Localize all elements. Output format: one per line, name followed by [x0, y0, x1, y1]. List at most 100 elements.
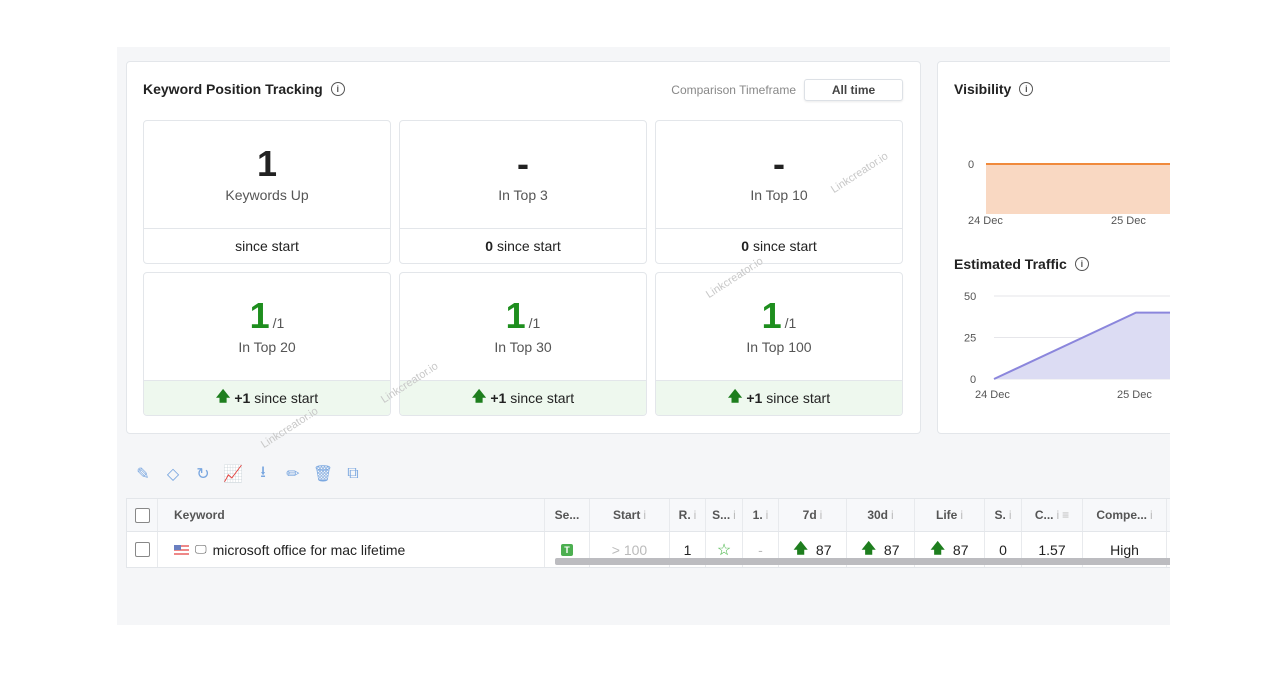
- one-day-cell: -: [743, 532, 779, 567]
- select-all-checkbox[interactable]: [134, 507, 150, 523]
- column-header[interactable]: R. i: [670, 499, 706, 531]
- keywords-table: Keyword Se... Start i R. i S... i 1. i 7d i 30d i Life…: [126, 498, 1170, 568]
- column-header-label: 30d: [867, 508, 888, 522]
- info-icon[interactable]: i: [1008, 508, 1012, 522]
- column-header[interactable]: Start i: [590, 499, 670, 531]
- stat-label: Keywords Up: [225, 187, 309, 203]
- pencil-icon[interactable]: ✏: [286, 466, 300, 483]
- stat-total: /1: [528, 315, 541, 331]
- x-tick-label: 25 Dec: [1111, 215, 1146, 227]
- column-header[interactable]: Keyword: [158, 499, 545, 531]
- stat-value: 1/1: [400, 295, 646, 337]
- keyword-toolbar: ✎ ◇ ↻ 📈 ⭳ ✏ 🗑 ⧉: [134, 463, 362, 484]
- keyword-text[interactable]: microsoft office for mac lifetime: [212, 541, 406, 558]
- stat-value: -: [400, 143, 646, 185]
- column-header[interactable]: 1. i: [743, 499, 779, 531]
- start-cell-value: > 100: [611, 541, 648, 558]
- rank-cell-value: 1: [683, 541, 692, 558]
- search-engine-badge: T: [561, 543, 573, 556]
- column-header[interactable]: S. i: [985, 499, 1022, 531]
- kpt-title-wrap: Keyword Position Tracking i: [143, 81, 345, 97]
- stat-change: 0: [741, 238, 749, 254]
- stat-footer-text: since start: [766, 390, 831, 406]
- traffic-title: Estimated Traffic: [954, 256, 1067, 272]
- column-header-label: Start: [612, 508, 641, 522]
- copy-icon[interactable]: ⧉: [347, 465, 359, 482]
- trash-icon[interactable]: 🗑: [312, 466, 334, 483]
- s-cell-value: 0: [999, 541, 1007, 558]
- table-row[interactable]: 🖵 microsoft office for mac lifetime T > 100…: [127, 532, 1170, 567]
- column-header[interactable]: Life i: [915, 499, 985, 531]
- y-tick-label: 0: [970, 374, 976, 386]
- info-icon[interactable]: i: [891, 508, 894, 522]
- stat-total: /1: [784, 315, 797, 331]
- stat-value: 1/1: [656, 295, 902, 337]
- info-icon[interactable]: i: [1056, 508, 1060, 522]
- charts-svg: 0 24 Dec 25 Dec 50 25 0 24 Dec 25 Dec: [964, 159, 1170, 401]
- stat-box: 1 Keywords Up since start: [143, 120, 391, 264]
- star-cell[interactable]: ☆: [706, 532, 743, 567]
- column-header-label: 7d: [802, 508, 817, 522]
- edit-icon[interactable]: ✎: [136, 466, 150, 483]
- info-icon[interactable]: i: [765, 508, 769, 522]
- x-tick-label: 25 Dec: [1117, 389, 1152, 401]
- info-icon[interactable]: i: [819, 508, 823, 522]
- column-header[interactable]: Se...: [545, 499, 590, 531]
- column-header[interactable]: C... i ≡: [1022, 499, 1083, 531]
- 30d-cell-value: 87: [883, 541, 900, 558]
- kpt-title: Keyword Position Tracking: [143, 81, 323, 97]
- info-icon[interactable]: i: [330, 82, 345, 96]
- sort-icon[interactable]: ≡: [1062, 508, 1070, 522]
- competition-cell-value: High: [1110, 541, 1139, 558]
- stat-number: -: [517, 143, 529, 184]
- stat-value: -: [656, 143, 902, 185]
- y-tick-label: 0: [968, 159, 974, 171]
- stat-number: 1: [761, 295, 782, 336]
- info-icon[interactable]: i: [1074, 257, 1089, 271]
- column-header[interactable]: Compe... i: [1083, 499, 1167, 531]
- download-icon[interactable]: ⭳: [260, 463, 266, 481]
- info-icon[interactable]: i: [1019, 82, 1034, 96]
- one-day-cell-value: -: [758, 541, 763, 558]
- chart-icon[interactable]: 📈: [223, 466, 243, 483]
- row-checkbox[interactable]: [134, 542, 150, 557]
- info-icon[interactable]: i: [643, 508, 646, 522]
- arrow-up-icon: 🡅: [215, 388, 231, 404]
- us-flag-icon: [174, 544, 189, 555]
- arrow-up-icon: 🡅: [793, 539, 808, 556]
- info-icon[interactable]: i: [693, 508, 697, 522]
- column-header[interactable]: 30d i: [847, 499, 915, 531]
- info-icon[interactable]: i: [960, 508, 963, 522]
- stat-value: 1/1: [144, 295, 390, 337]
- stat-footer-text: since start: [254, 390, 319, 406]
- x-tick-label: 24 Dec: [968, 215, 1003, 227]
- column-header[interactable]: 7d i: [779, 499, 847, 531]
- refresh-icon[interactable]: ↻: [196, 466, 210, 483]
- stat-box: 1/1 In Top 20 🡅 +1 since start: [143, 272, 391, 416]
- stat-change: +1: [746, 390, 763, 406]
- stat-label: In Top 10: [750, 187, 808, 203]
- life-cell-value: 87: [952, 541, 969, 558]
- stat-change: +1: [234, 390, 251, 406]
- stat-footer-text: since start: [752, 238, 817, 254]
- column-header-label: R.: [678, 508, 691, 522]
- arrow-up-icon: 🡅: [861, 539, 876, 556]
- traffic-line: [993, 311, 1170, 380]
- info-icon[interactable]: i: [733, 508, 736, 522]
- start-cell: > 100: [590, 532, 670, 567]
- rank-cell: 1: [670, 532, 706, 567]
- comparison-timeframe-select[interactable]: All time: [804, 79, 903, 101]
- column-header-label: C...: [1034, 508, 1054, 522]
- stat-footer-text: since start: [496, 238, 561, 254]
- arrow-up-icon: 🡅: [471, 388, 487, 404]
- info-icon[interactable]: i: [1150, 508, 1153, 522]
- life-cell: 🡅 87: [915, 532, 985, 567]
- 30d-cell: 🡅 87: [847, 532, 915, 567]
- 7d-cell-value: 87: [815, 541, 832, 558]
- column-header[interactable]: S... i: [706, 499, 743, 531]
- horizontal-scrollbar[interactable]: [555, 558, 1170, 565]
- x-tick-label: 24 Dec: [975, 389, 1010, 401]
- tag-icon[interactable]: ◇: [166, 466, 180, 483]
- competition-cell: High: [1083, 532, 1167, 567]
- column-header-label: 1.: [752, 508, 763, 522]
